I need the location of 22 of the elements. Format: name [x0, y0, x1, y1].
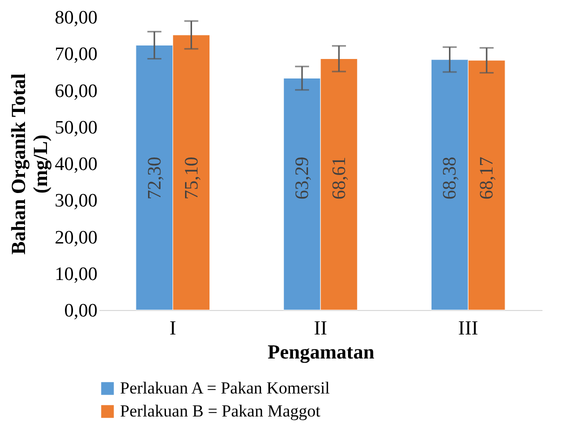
data-label: 63,29 — [292, 156, 314, 200]
data-label: 75,10 — [181, 156, 202, 200]
data-label: 72,30 — [144, 156, 166, 200]
y-tick-label: 50,00 — [54, 117, 98, 138]
x-tick-label: I — [169, 318, 176, 340]
legend-label: Perlakuan B = Pakan Maggot — [120, 402, 321, 420]
y-tick-label: 10,00 — [54, 264, 98, 285]
y-axis-title: Bahan Organik Total (mg/L) — [8, 72, 52, 255]
data-label: 68,61 — [328, 156, 350, 200]
y-tick-label: 70,00 — [54, 44, 98, 66]
x-tick-label: III — [458, 318, 478, 340]
y-tick-label: 40,00 — [54, 154, 98, 175]
y-tick-label: 60,00 — [54, 80, 98, 102]
data-label: 68,38 — [440, 156, 461, 200]
legend-label: Perlakuan A = Pakan Komersil — [120, 378, 330, 398]
y-tick-label: 0,00 — [64, 300, 98, 322]
y-tick-label: 80,00 — [54, 8, 98, 28]
data-label: 68,17 — [476, 156, 498, 200]
y-tick-label: 30,00 — [54, 190, 98, 212]
x-axis-title: Pengamatan — [268, 342, 374, 364]
x-tick-label: II — [314, 318, 328, 340]
y-tick-label: 20,00 — [54, 227, 98, 248]
